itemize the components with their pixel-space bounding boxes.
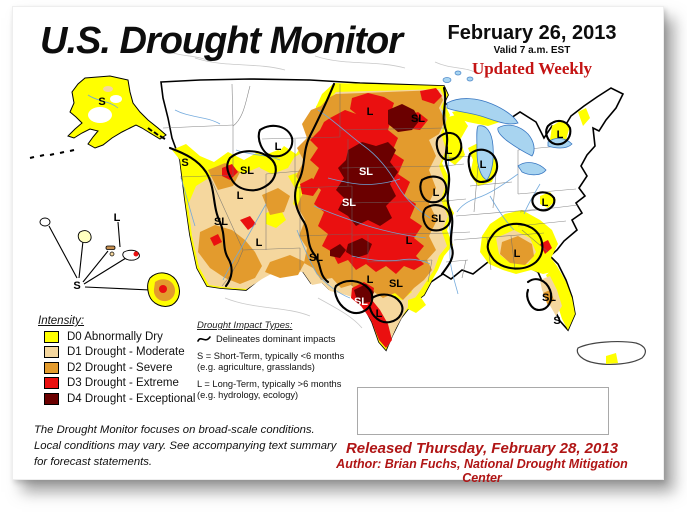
long-term-line1: L = Long-Term, typically >6 months xyxy=(197,379,342,389)
svg-text:L: L xyxy=(557,129,564,141)
disclaimer-line2: Local conditions may vary. See accompany… xyxy=(34,440,337,452)
legend-label-d1: D1 Drought - Moderate xyxy=(67,346,185,359)
svg-text:L: L xyxy=(480,159,487,171)
disclaimer-line1: The Drought Monitor focuses on broad-sca… xyxy=(34,424,315,436)
svg-text:S: S xyxy=(181,157,188,169)
agency-logos-box xyxy=(357,387,609,435)
legend-item-d2: D2 Drought - Severe xyxy=(44,360,195,376)
svg-text:L: L xyxy=(114,212,121,224)
svg-text:L: L xyxy=(406,235,413,247)
legend-label-d3: D3 Drought - Extreme xyxy=(67,377,179,390)
map-impact-labels: S SL L L SL L SL SL SL L SL L SL L L SL … xyxy=(73,96,563,327)
updated-weekly-note: Updated Weekly xyxy=(471,59,593,78)
squiggle-icon xyxy=(197,336,211,342)
svg-text:SL: SL xyxy=(354,296,368,308)
d2-swatch xyxy=(44,361,59,374)
impact-boundaries xyxy=(168,82,572,324)
legend-label-d4: D4 Drought - Exceptional xyxy=(67,392,196,405)
svg-text:L: L xyxy=(275,141,282,153)
intensity-legend: D0 Abnormally Dry D1 Drought - Moderate … xyxy=(44,329,195,407)
disclaimer: The Drought Monitor focuses on broad-sca… xyxy=(34,422,336,470)
svg-text:SL: SL xyxy=(431,213,445,225)
svg-text:L: L xyxy=(376,308,383,320)
rivers xyxy=(174,109,541,299)
d1-swatch xyxy=(44,346,59,359)
context-lines xyxy=(159,47,479,329)
svg-text:S: S xyxy=(73,280,80,292)
legend-label-d0: D0 Abnormally Dry xyxy=(67,330,163,343)
canadian-lakes xyxy=(442,70,474,83)
d4-swatch xyxy=(44,392,59,405)
short-term-line2: (e.g. agriculture, grasslands) xyxy=(197,362,315,372)
map-date: February 26, 2013 xyxy=(447,22,617,44)
page-title: U.S. Drought Monitor xyxy=(40,20,403,62)
svg-text:SL: SL xyxy=(309,252,323,264)
svg-text:L: L xyxy=(446,145,453,157)
hawaii-inset xyxy=(39,217,180,307)
disclaimer-line3: for forecast statements. xyxy=(34,456,153,468)
author-credit: Author: Brian Fuchs, National Drought Mi… xyxy=(336,457,628,485)
svg-text:SL: SL xyxy=(240,165,254,177)
svg-text:L: L xyxy=(367,106,374,118)
legend-item-d1: D1 Drought - Moderate xyxy=(44,345,195,361)
impact-types-heading: Drought Impact Types: xyxy=(197,320,293,331)
impact-delineates-text: Delineates dominant impacts xyxy=(216,334,336,344)
svg-text:L: L xyxy=(542,197,549,209)
svg-text:SL: SL xyxy=(359,166,373,178)
d3-swatch xyxy=(44,377,59,390)
impact-delineates-row: Delineates dominant impacts xyxy=(197,334,335,344)
state-borders xyxy=(162,83,579,287)
svg-text:L: L xyxy=(433,187,440,199)
valid-time: Valid 7 a.m. EST xyxy=(493,45,571,56)
d0-swatch xyxy=(44,330,59,343)
puerto-rico-inset xyxy=(576,341,646,365)
short-term-line1: S = Short-Term, typically <6 months xyxy=(197,351,345,361)
svg-text:L: L xyxy=(514,248,521,260)
svg-text:SL: SL xyxy=(214,216,228,228)
svg-text:SL: SL xyxy=(342,197,356,209)
svg-text:S: S xyxy=(98,96,105,108)
legend-label-d2: D2 Drought - Severe xyxy=(67,361,173,374)
svg-text:L: L xyxy=(367,274,374,286)
long-term-line2: (e.g. hydrology, ecology) xyxy=(197,390,299,400)
svg-text:SL: SL xyxy=(389,278,403,290)
legend-item-d0: D0 Abnormally Dry xyxy=(44,329,195,345)
alaska-inset xyxy=(29,75,167,159)
legend-item-d3: D3 Drought - Extreme xyxy=(44,376,195,392)
svg-text:L: L xyxy=(256,237,263,249)
legend-item-d4: D4 Drought - Exceptional xyxy=(44,391,195,407)
released-date: Released Thursday, February 28, 2013 xyxy=(345,440,619,457)
svg-text:SL: SL xyxy=(411,113,425,125)
legend-heading: Intensity: xyxy=(38,315,85,327)
svg-text:L: L xyxy=(237,190,244,202)
svg-text:S: S xyxy=(553,315,560,327)
svg-text:SL: SL xyxy=(542,292,556,304)
